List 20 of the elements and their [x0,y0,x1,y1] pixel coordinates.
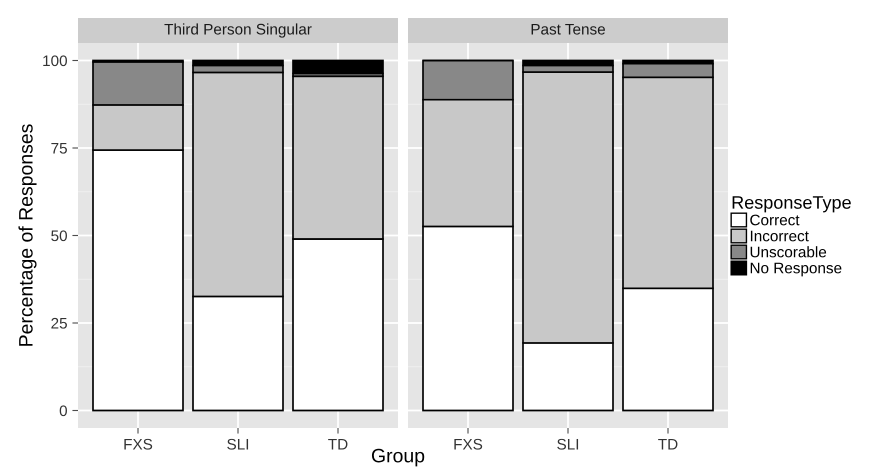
chart-title: Third Person Singular [164,23,312,38]
x-tick-label: SLI [227,438,248,450]
y-tick-label: 0 [60,405,67,416]
x-tick-label: FXS [124,438,152,450]
y-axis-title: Percentage of Responses [18,124,37,346]
y-tick-label: 50 [51,230,67,242]
legend-label: Incorrect [750,230,809,242]
legend-label: Unscorable [750,246,826,258]
x-tick-label: SLI [557,438,578,450]
y-tick-label: 100 [43,55,67,66]
legend-title: ResponseType [732,196,851,212]
x-tick-label: FXS [454,438,482,450]
legend-label: No Response [750,262,842,276]
x-axis-title: Group [372,448,424,466]
chart-title: Past Tense [532,24,605,35]
x-tick-label: TD [328,438,348,450]
legend-label: Correct [750,214,800,226]
y-tick-label: 25 [51,318,67,329]
y-tick-label: 75 [51,143,67,154]
x-tick-label: TD [658,438,678,450]
